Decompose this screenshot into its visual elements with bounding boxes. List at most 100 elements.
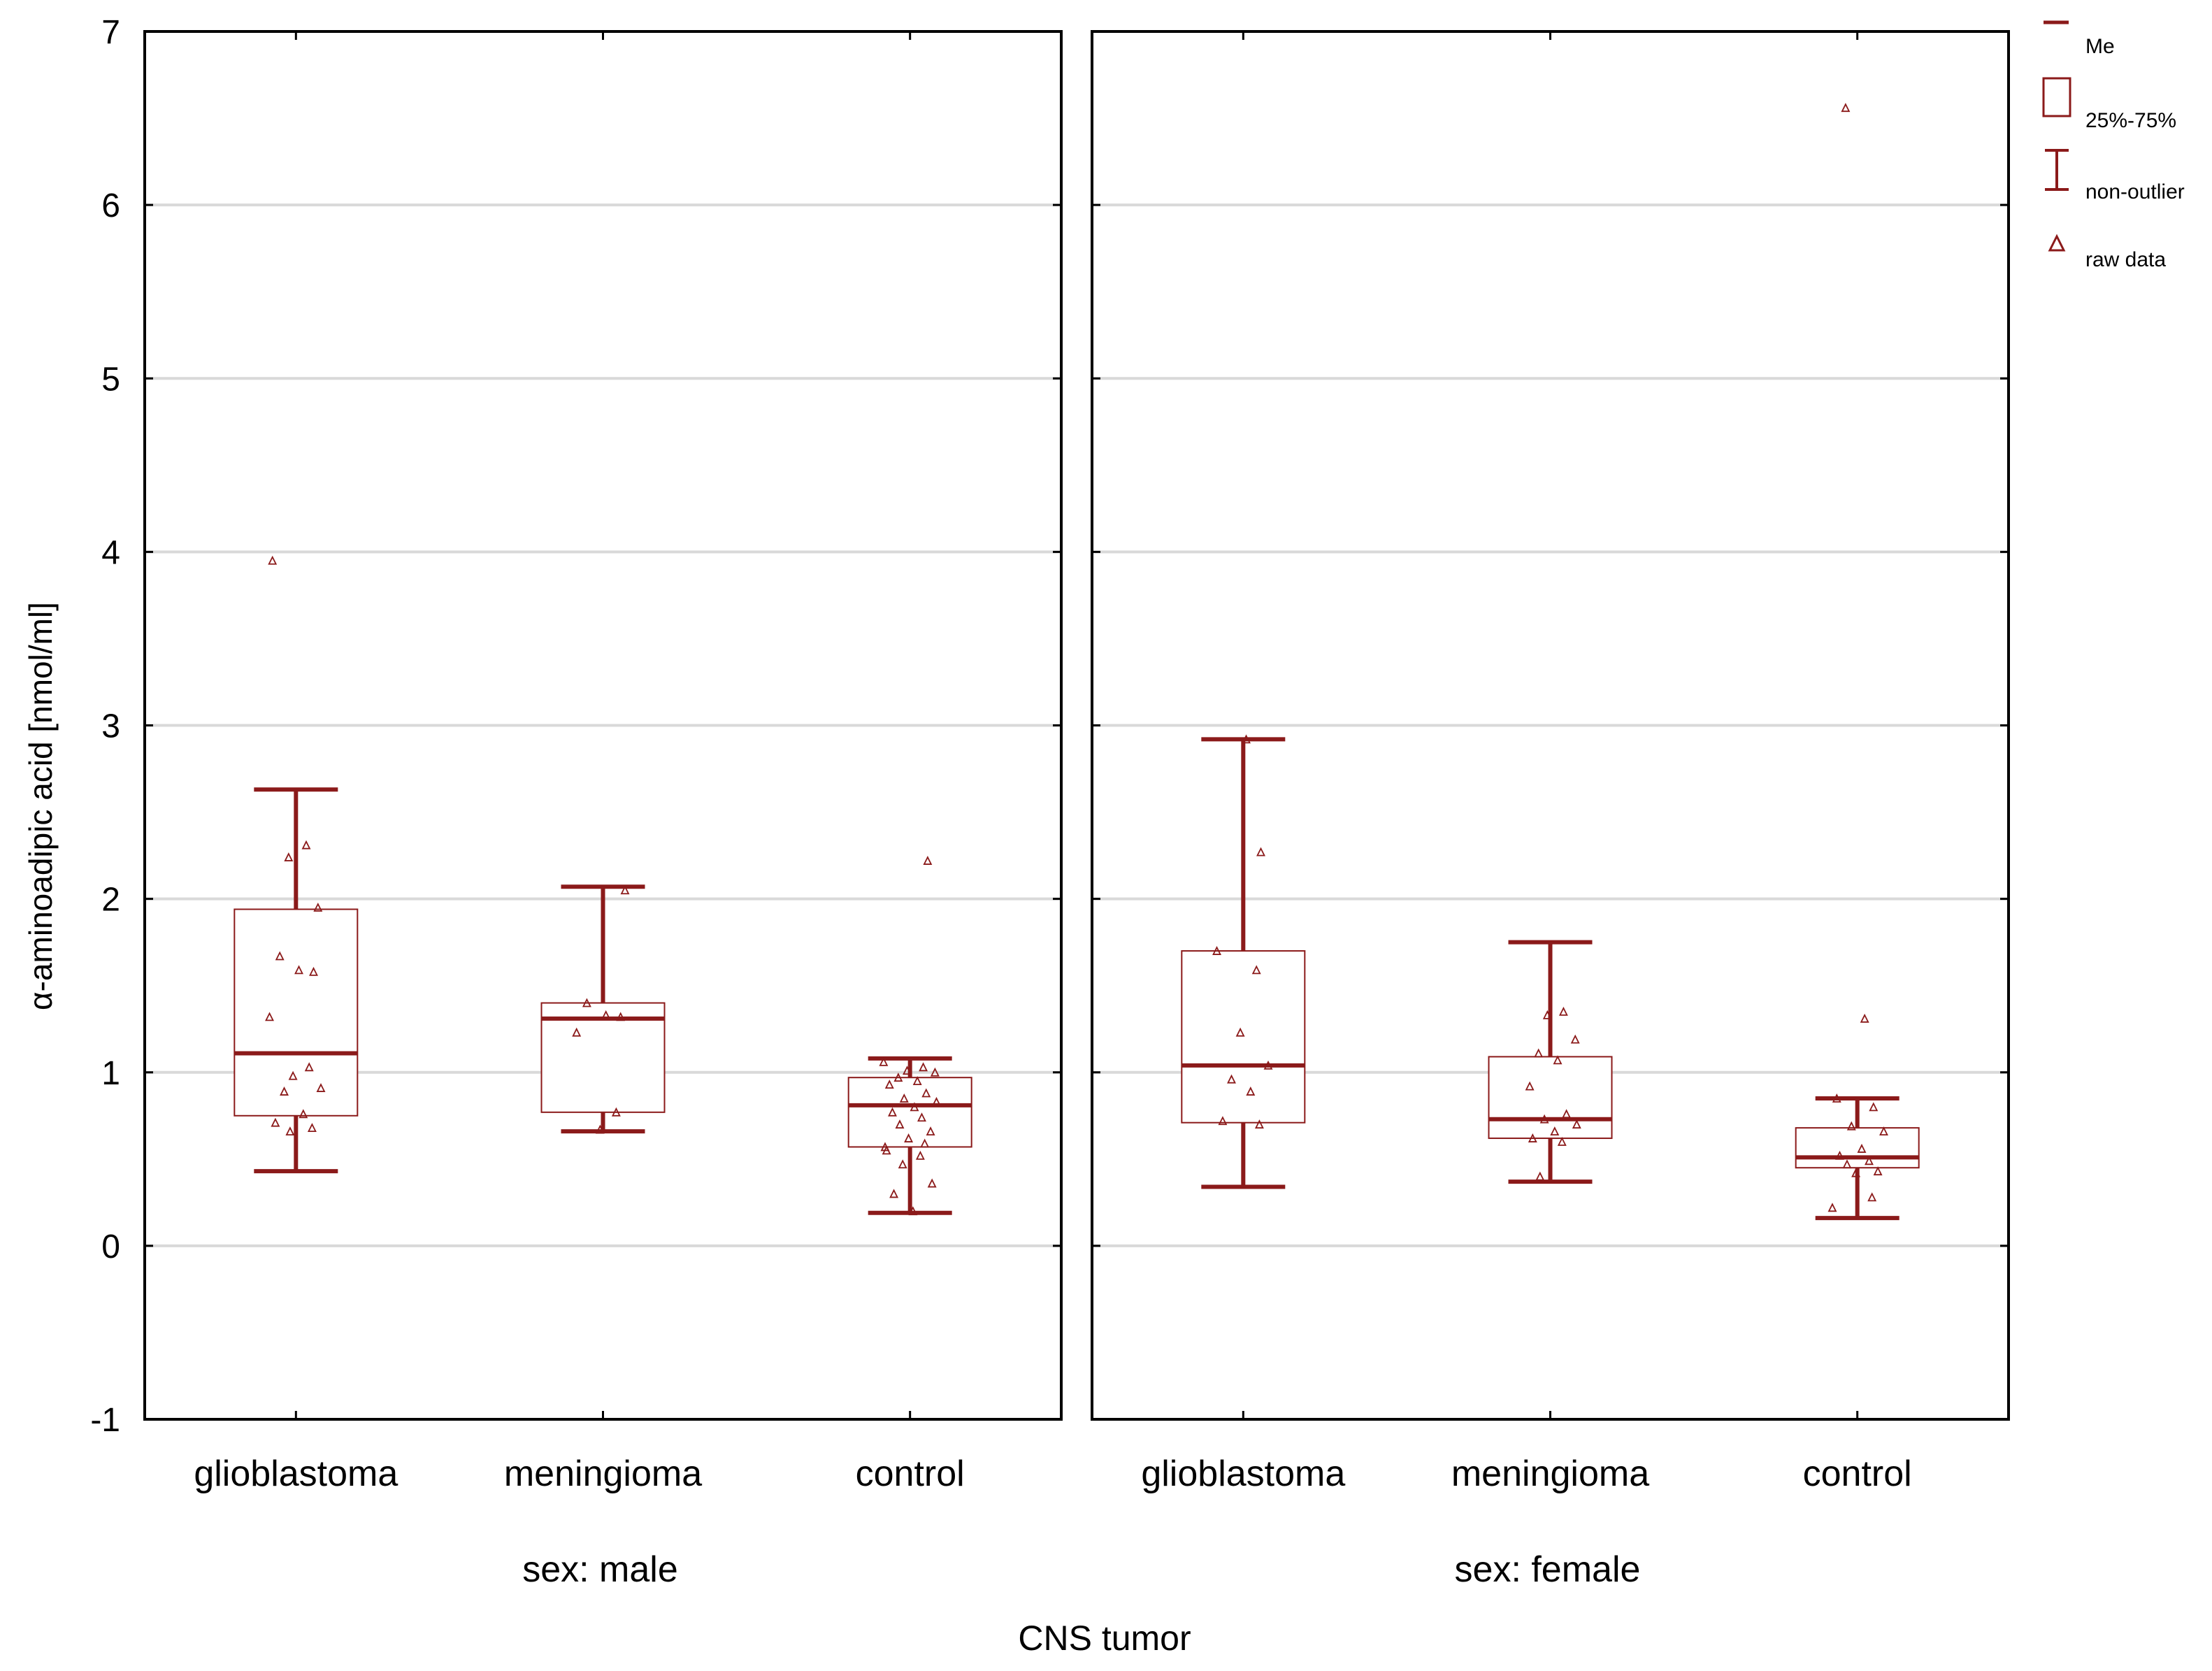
raw-data-point [1832,1093,1841,1103]
raw-data-point [1246,1086,1256,1096]
raw-data-point [882,1145,891,1155]
raw-data-point [595,1124,605,1134]
legend-label: non-outlier [2085,180,2185,203]
y-tick-label: 6 [101,187,120,224]
raw-data-point [1827,1203,1837,1212]
raw-data-point [1242,734,1251,744]
raw-data-point [1542,1010,1552,1019]
raw-data-point [1235,1027,1245,1037]
raw-data-point [1879,1126,1888,1136]
raw-data-point [884,1080,894,1089]
raw-data-point [932,1096,941,1106]
raw-data-point [1212,946,1221,955]
raw-data-point [927,1178,937,1188]
y-tick-label: 7 [101,14,120,51]
y-tick-label: -1 [90,1402,120,1439]
iqr-box [847,1077,972,1148]
raw-data-point [1857,1143,1867,1153]
raw-data-point [1553,1055,1563,1065]
raw-data-point [915,1150,925,1160]
raw-data-point [316,1083,326,1092]
raw-data-point [280,1086,289,1096]
raw-data-point [1256,847,1265,856]
iqr-box [1795,1127,1920,1169]
raw-data-point [285,1126,295,1136]
raw-data-point [1535,1171,1545,1181]
raw-data-point [265,1012,274,1021]
iqr-box [540,1002,666,1113]
raw-data-point [1835,1150,1844,1160]
raw-data-point [893,1073,903,1082]
raw-data-point [888,1107,897,1117]
raw-data-point [284,852,294,861]
raw-data-point [1528,1133,1537,1142]
legend-label: Me [2085,35,2115,58]
raw-data-point [923,856,933,865]
raw-data-point [1572,1119,1581,1129]
raw-data-point [309,966,318,976]
raw-data-point [930,1067,940,1077]
axes-layer: -1 0 1 2 3 4 5 6 7 glioblastoma meningioma control s… [90,14,2010,1590]
raw-data-point [294,965,303,975]
x-category-label: control [856,1454,965,1494]
raw-data-point [299,1109,308,1119]
raw-data-point [1562,1109,1572,1119]
raw-data-point [1254,1119,1264,1129]
raw-data-point [301,840,311,849]
raw-data-point [1218,1116,1228,1126]
raw-data-point [1860,1013,1869,1023]
raw-data-point [288,1070,298,1080]
raw-data-point [910,1102,919,1112]
raw-data-point [919,1062,928,1072]
x-category-label: glioblastoma [194,1454,398,1494]
raw-data-point [304,1062,314,1072]
raw-data-point [898,1159,907,1169]
raw-data-point [921,1088,931,1098]
raw-data-point [1251,965,1261,975]
y-tick-label: 1 [101,1055,120,1092]
raw-data-point [1558,1006,1568,1016]
raw-data-point [1865,1156,1874,1166]
raw-data-point [1263,1060,1273,1070]
raw-data-point [271,1117,280,1127]
y-tick-label: 0 [101,1228,120,1265]
raw-data-point [1841,103,1851,113]
raw-data-point [889,1189,899,1198]
raw-data-point [904,1133,914,1142]
marks-layer [234,103,1920,1221]
raw-data-point [903,1066,912,1075]
legend-box-symbol [2042,77,2071,117]
raw-data-point [1227,1074,1236,1084]
raw-data-point [1534,1048,1544,1058]
raw-data-point [1867,1192,1877,1202]
raw-data-point [879,1056,889,1066]
panel-label: sex: male [522,1549,678,1590]
x-category-label: control [1803,1454,1912,1494]
raw-data-point [1851,1168,1861,1177]
y-tick-label: 5 [101,361,120,398]
legend-label: 25%-75% [2085,109,2176,132]
raw-data-point [611,1107,621,1117]
y-axis-title: α-aminoadipic acid [nmol/ml] [22,602,59,1010]
iqr-box [234,908,359,1117]
y-tick-label: 2 [101,882,120,919]
raw-data-point [895,1119,905,1129]
raw-data-point [926,1126,935,1136]
raw-data-point [920,1138,930,1148]
raw-data-point [899,1093,909,1103]
raw-data-point [1873,1166,1883,1176]
raw-data-point [1525,1081,1535,1091]
raw-data-point [908,1206,918,1216]
x-category-label: meningioma [1451,1454,1649,1494]
raw-data-point [313,903,323,912]
x-axis-title: CNS tumor [1018,1619,1191,1658]
panel-label: sex: female [1455,1549,1641,1590]
raw-data-point [268,555,278,565]
raw-data-point [1557,1136,1567,1146]
raw-data-point [582,998,591,1007]
raw-data-point [620,885,630,895]
y-tick-label: 3 [101,708,120,745]
raw-data-point [1570,1034,1580,1044]
